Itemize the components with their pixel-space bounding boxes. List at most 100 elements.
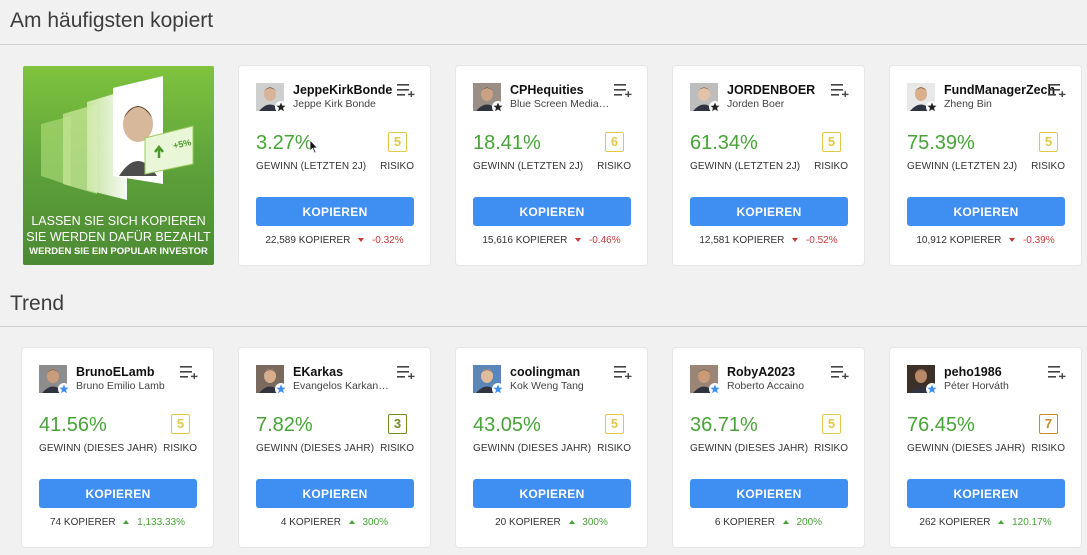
copiers-count: 15,616 KOPIERER bbox=[482, 235, 568, 246]
gain-value: 36.71% bbox=[690, 414, 758, 436]
trader-username[interactable]: CPHequities bbox=[510, 83, 584, 97]
gain-label: GEWINN (DIESES JAHR) bbox=[39, 443, 158, 454]
gain-value: 76.45% bbox=[907, 414, 975, 436]
trader-card[interactable]: peho1986 Péter Horváth 76.45% GEWINN (DI… bbox=[890, 348, 1081, 547]
trader-avatar[interactable] bbox=[690, 365, 721, 395]
trader-card[interactable]: RobyA2023 Roberto Accaino 36.71% GEWINN … bbox=[673, 348, 864, 547]
copy-button[interactable]: KOPIEREN bbox=[907, 197, 1065, 226]
trader-avatar[interactable] bbox=[690, 83, 721, 113]
trader-full-name: Kok Weng Tang bbox=[510, 380, 584, 392]
trend-up-icon bbox=[348, 519, 355, 524]
copiers-count: 10,912 KOPIERER bbox=[916, 235, 1002, 246]
risk-score-badge: 7 bbox=[1039, 414, 1058, 434]
trader-username[interactable]: coolingman bbox=[510, 365, 581, 379]
trader-avatar[interactable] bbox=[39, 365, 70, 395]
gain-value: 75.39% bbox=[907, 132, 975, 154]
copy-button[interactable]: KOPIEREN bbox=[473, 197, 631, 226]
add-to-watchlist-icon[interactable] bbox=[1048, 83, 1066, 98]
rising-star-badge-icon bbox=[926, 383, 938, 395]
copiers-change: 300% bbox=[362, 517, 389, 528]
add-to-watchlist-icon[interactable] bbox=[614, 83, 632, 98]
add-to-watchlist-icon[interactable] bbox=[831, 83, 849, 98]
risk-label: RISIKO bbox=[163, 443, 197, 454]
copy-button[interactable]: KOPIEREN bbox=[690, 197, 848, 226]
add-to-watchlist-icon[interactable] bbox=[1048, 365, 1066, 380]
risk-score-badge: 5 bbox=[388, 132, 407, 152]
copiers-change: -0.46% bbox=[588, 235, 621, 246]
add-to-watchlist-icon[interactable] bbox=[831, 365, 849, 380]
gain-value: 43.05% bbox=[473, 414, 541, 436]
gain-value: 41.56% bbox=[39, 414, 107, 436]
risk-label: RISIKO bbox=[597, 161, 631, 172]
trader-avatar[interactable] bbox=[907, 365, 938, 395]
trader-username[interactable]: JORDENBOER bbox=[727, 83, 816, 97]
trader-card[interactable]: CPHequities Blue Screen Media ApS 18.41%… bbox=[456, 66, 647, 265]
add-to-watchlist-icon[interactable] bbox=[180, 365, 198, 380]
trader-card[interactable]: BrunoELamb Bruno Emilio Lamb 41.56% GEWI… bbox=[22, 348, 213, 547]
popular-investor-banner[interactable]: +5% LASSEN SIE SICH KOPIEREN SIE WERDEN … bbox=[23, 66, 214, 265]
mouse-cursor-icon bbox=[309, 139, 319, 154]
gain-label: GEWINN (DIESES JAHR) bbox=[907, 443, 1026, 454]
trader-card[interactable]: coolingman Kok Weng Tang 43.05% GEWINN (… bbox=[456, 348, 647, 547]
add-to-watchlist-icon[interactable] bbox=[397, 83, 415, 98]
copy-button[interactable]: KOPIEREN bbox=[907, 479, 1065, 508]
trader-avatar[interactable] bbox=[473, 365, 504, 395]
copiers-count: 6 KOPIERER bbox=[714, 517, 775, 528]
section-title-trend: Trend bbox=[10, 292, 65, 315]
copy-button[interactable]: KOPIEREN bbox=[39, 479, 197, 508]
risk-score-badge: 6 bbox=[605, 132, 624, 152]
rising-star-badge-icon bbox=[58, 383, 70, 395]
copiers-change: -0.52% bbox=[805, 235, 838, 246]
copy-button[interactable]: KOPIEREN bbox=[256, 479, 414, 508]
trader-username[interactable]: EKarkas bbox=[293, 365, 344, 379]
rising-star-badge-icon bbox=[492, 383, 504, 395]
section-title-most-copied: Am häufigsten kopiert bbox=[10, 9, 214, 32]
trend-down-icon bbox=[575, 237, 582, 242]
trader-full-name: Jorden Boer bbox=[727, 98, 785, 110]
trader-username[interactable]: peho1986 bbox=[944, 365, 1002, 379]
copy-button[interactable]: KOPIEREN bbox=[256, 197, 414, 226]
banner-line-1: LASSEN SIE SICH KOPIEREN bbox=[31, 214, 206, 228]
trader-username[interactable]: FundManagerZech bbox=[944, 83, 1056, 97]
copiers-stats: 10,912 KOPIERER -0.39% bbox=[890, 235, 1081, 246]
rising-star-badge-icon bbox=[275, 383, 287, 395]
copiers-stats: 4 KOPIERER 300% bbox=[239, 517, 430, 528]
risk-label: RISIKO bbox=[1031, 161, 1065, 172]
trader-username[interactable]: BrunoELamb bbox=[76, 365, 155, 379]
copy-button[interactable]: KOPIEREN bbox=[473, 479, 631, 508]
section-divider bbox=[0, 326, 1087, 327]
trader-card[interactable]: FundManagerZech Zheng Bin 75.39% GEWINN … bbox=[890, 66, 1081, 265]
trader-card[interactable]: JORDENBOER Jorden Boer 61.34% GEWINN (LE… bbox=[673, 66, 864, 265]
copiers-count: 74 KOPIERER bbox=[50, 517, 116, 528]
risk-label: RISIKO bbox=[814, 161, 848, 172]
trend-up-icon bbox=[998, 519, 1005, 524]
trader-card[interactable]: EKarkas Evangelos Karkanetsos 7.82% GEWI… bbox=[239, 348, 430, 547]
copiers-change: -0.39% bbox=[1022, 235, 1055, 246]
copiers-count: 4 KOPIERER bbox=[280, 517, 341, 528]
gain-value: 3.27% bbox=[256, 132, 313, 154]
trader-username[interactable]: RobyA2023 bbox=[727, 365, 796, 379]
add-to-watchlist-icon[interactable] bbox=[614, 365, 632, 380]
copiers-stats: 262 KOPIERER 120.17% bbox=[890, 517, 1081, 528]
trader-full-name: Jeppe Kirk Bonde bbox=[293, 98, 376, 110]
copiers-count: 12,581 KOPIERER bbox=[699, 235, 785, 246]
trader-avatar[interactable] bbox=[473, 83, 504, 113]
trader-avatar[interactable] bbox=[256, 365, 287, 395]
risk-score-badge: 5 bbox=[605, 414, 624, 434]
copiers-stats: 6 KOPIERER 200% bbox=[673, 517, 864, 528]
trader-avatar[interactable] bbox=[907, 83, 938, 113]
trend-down-icon bbox=[1009, 237, 1016, 242]
trader-card[interactable]: JeppeKirkBonde Jeppe Kirk Bonde 3.27% GE… bbox=[239, 66, 430, 265]
gain-value: 61.34% bbox=[690, 132, 758, 154]
trader-avatar[interactable] bbox=[256, 83, 287, 113]
trader-full-name: Blue Screen Media ApS bbox=[510, 98, 610, 110]
risk-score-badge: 5 bbox=[822, 132, 841, 152]
gain-label: GEWINN (DIESES JAHR) bbox=[473, 443, 592, 454]
add-to-watchlist-icon[interactable] bbox=[397, 365, 415, 380]
trader-username[interactable]: JeppeKirkBonde bbox=[293, 83, 393, 97]
copiers-stats: 20 KOPIERER 300% bbox=[456, 517, 647, 528]
copy-button[interactable]: KOPIEREN bbox=[690, 479, 848, 508]
gain-label: GEWINN (LETZTEN 2J) bbox=[473, 161, 584, 172]
gain-label: GEWINN (LETZTEN 2J) bbox=[690, 161, 801, 172]
trader-full-name: Zheng Bin bbox=[944, 98, 992, 110]
